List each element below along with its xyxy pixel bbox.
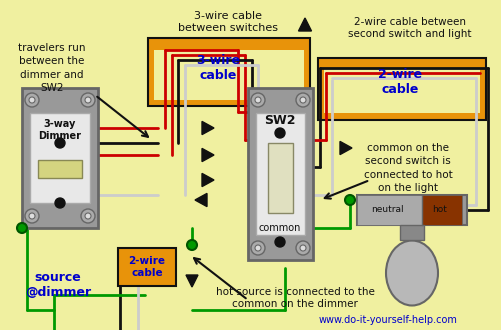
Bar bbox=[30, 113, 90, 203]
Circle shape bbox=[25, 209, 39, 223]
Text: 2-wire cable between
second switch and light: 2-wire cable between second switch and l… bbox=[348, 17, 471, 39]
Bar bbox=[323, 68, 479, 113]
Text: hot: hot bbox=[432, 206, 446, 214]
Circle shape bbox=[55, 138, 65, 148]
Bar bbox=[356, 195, 466, 225]
Polygon shape bbox=[201, 148, 213, 162]
Text: 3-way
Dimmer: 3-way Dimmer bbox=[39, 119, 81, 141]
Circle shape bbox=[255, 97, 261, 103]
Circle shape bbox=[85, 213, 91, 219]
Text: www.do-it-yourself-help.com: www.do-it-yourself-help.com bbox=[318, 315, 456, 325]
Circle shape bbox=[296, 241, 310, 255]
Bar bbox=[399, 225, 423, 240]
Text: SW2: SW2 bbox=[264, 114, 295, 126]
Polygon shape bbox=[194, 193, 206, 207]
Circle shape bbox=[29, 97, 35, 103]
Polygon shape bbox=[339, 141, 351, 154]
Bar bbox=[118, 248, 176, 286]
Circle shape bbox=[250, 93, 265, 107]
Text: travelers run
between the
dimmer and
SW2: travelers run between the dimmer and SW2 bbox=[18, 43, 86, 93]
Bar bbox=[268, 143, 293, 213]
Polygon shape bbox=[201, 121, 213, 135]
Text: neutral: neutral bbox=[370, 206, 402, 214]
Text: common on the
second switch is
connected to hot
on the light: common on the second switch is connected… bbox=[363, 143, 451, 193]
Circle shape bbox=[344, 195, 354, 205]
Text: 3-wire cable
between switches: 3-wire cable between switches bbox=[178, 11, 278, 33]
Circle shape bbox=[85, 97, 91, 103]
Circle shape bbox=[296, 93, 310, 107]
Text: hot source is connected to the
common on the dimmer: hot source is connected to the common on… bbox=[215, 287, 374, 309]
Text: 2-wire
cable: 2-wire cable bbox=[128, 256, 165, 278]
Circle shape bbox=[187, 240, 196, 250]
Bar bbox=[38, 160, 82, 178]
Text: common: common bbox=[259, 223, 301, 233]
Bar bbox=[317, 58, 485, 120]
Bar bbox=[356, 195, 421, 225]
Circle shape bbox=[300, 245, 306, 251]
Ellipse shape bbox=[385, 241, 437, 306]
Bar bbox=[154, 50, 304, 100]
Circle shape bbox=[255, 245, 261, 251]
Circle shape bbox=[275, 128, 285, 138]
Bar bbox=[247, 88, 313, 260]
Circle shape bbox=[25, 93, 39, 107]
Circle shape bbox=[81, 209, 95, 223]
Circle shape bbox=[81, 93, 95, 107]
Circle shape bbox=[275, 237, 285, 247]
Bar bbox=[148, 38, 310, 106]
Bar bbox=[256, 113, 305, 235]
Text: source
@dimmer: source @dimmer bbox=[25, 271, 91, 299]
Circle shape bbox=[55, 198, 65, 208]
Bar bbox=[421, 195, 461, 225]
Circle shape bbox=[29, 213, 35, 219]
Polygon shape bbox=[201, 173, 213, 186]
Text: 2-wire
cable: 2-wire cable bbox=[377, 68, 421, 96]
Circle shape bbox=[300, 97, 306, 103]
Polygon shape bbox=[186, 275, 197, 287]
Text: 3-wire
cable: 3-wire cable bbox=[195, 54, 239, 82]
Circle shape bbox=[250, 241, 265, 255]
Polygon shape bbox=[298, 18, 311, 31]
Bar bbox=[22, 88, 98, 228]
Circle shape bbox=[17, 223, 27, 233]
